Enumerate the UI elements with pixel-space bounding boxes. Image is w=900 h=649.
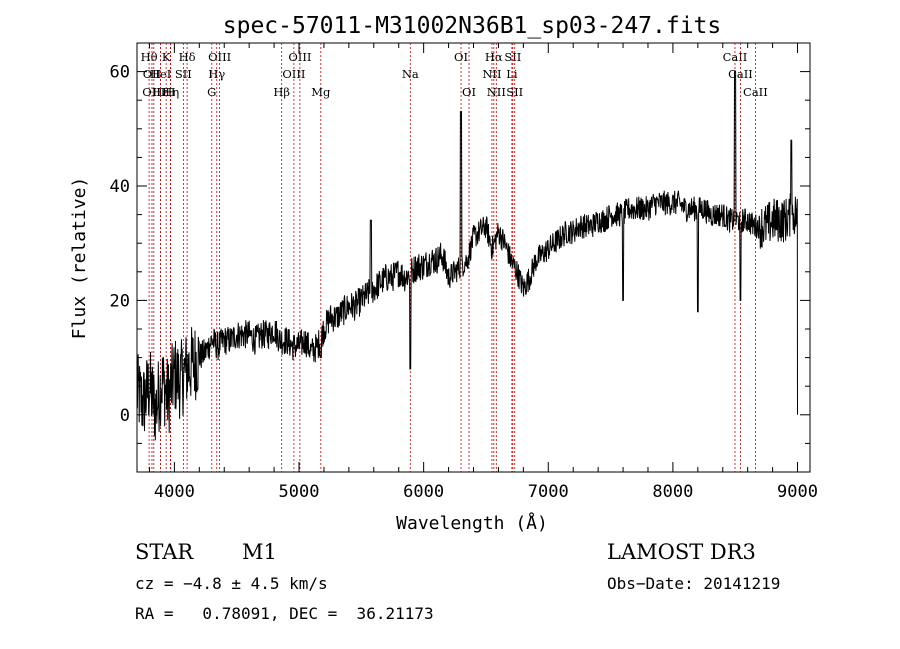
marker-label: NII <box>487 85 506 99</box>
redshift-line: cz = −4.8 ± 4.5 km/s <box>135 574 328 593</box>
marker-label: Hδ <box>179 50 196 64</box>
chart-title: spec-57011-M31002N36B1_sp03-247.fits <box>223 13 722 39</box>
x-tick-label: 8000 <box>652 482 693 502</box>
x-tick-label: 9000 <box>777 482 818 502</box>
x-tick-label: 5000 <box>279 482 320 502</box>
axis-ticks: 4000 5000 6000 7000 8000 9000 0 20 40 60 <box>110 42 818 502</box>
marker-label: HeI <box>150 67 171 81</box>
plot-frame <box>136 42 811 473</box>
series-group <box>136 71 798 441</box>
marker-label: Hη <box>162 85 179 99</box>
line-markers: HθOIIOIIIHεHeIKHHηSIIHδGHγOIIIHβOIIIOIII… <box>141 43 768 472</box>
y-tick-label: 0 <box>120 406 130 426</box>
survey-name: LAMOST DR3 <box>607 540 756 564</box>
x-tick-label: 6000 <box>403 482 444 502</box>
marker-label: Hα <box>485 50 503 64</box>
marker-label: Hγ <box>208 67 225 81</box>
y-tick-label: 20 <box>110 291 130 311</box>
marker-label: OIII <box>208 50 231 64</box>
marker-label: OIII <box>142 85 165 99</box>
x-axis-label: Wavelength (Å) <box>396 512 548 534</box>
marker-label: OII <box>143 67 162 81</box>
marker-label: OIII <box>288 50 311 64</box>
marker-label: CaII <box>728 67 753 81</box>
marker-label: CaII <box>723 50 748 64</box>
radec-line: RA = 0.78091, DEC = 36.21173 <box>135 604 434 623</box>
obs-date: Obs−Date: 20141219 <box>607 574 781 593</box>
x-tick-label: 7000 <box>528 482 569 502</box>
marker-label: SII <box>504 50 521 64</box>
marker-label: SII <box>506 85 523 99</box>
spectrum-chart: HθOIIOIIIHεHeIKHHηSIIHδGHγOIIIHβOIIIOIII… <box>69 13 818 534</box>
marker-label: Na <box>402 67 419 81</box>
marker-label: Li <box>506 67 518 81</box>
object-type: STAR <box>135 540 194 564</box>
y-tick-label: 60 <box>110 63 130 83</box>
marker-label: K <box>162 50 171 64</box>
y-tick-label: 40 <box>110 177 130 197</box>
marker-label: OI <box>454 50 468 64</box>
y-axis-label: Flux (relative) <box>69 177 90 340</box>
marker-label: Mg <box>311 85 331 99</box>
object-subclass: M1 <box>242 540 277 564</box>
marker-label: CaII <box>743 85 768 99</box>
marker-label: Hβ <box>273 85 290 99</box>
marker-label: OI <box>462 85 476 99</box>
marker-label: NII <box>482 67 501 81</box>
marker-label: SII <box>175 67 192 81</box>
x-tick-label: 4000 <box>154 482 195 502</box>
marker-label: OIII <box>282 67 305 81</box>
marker-label: Hθ <box>141 50 158 64</box>
marker-label: G <box>207 85 216 99</box>
spectrum-line <box>136 71 798 441</box>
